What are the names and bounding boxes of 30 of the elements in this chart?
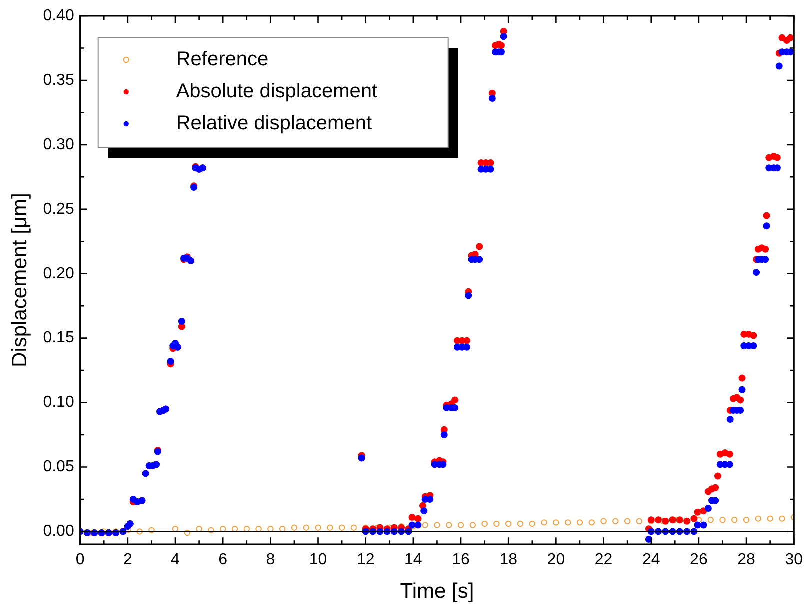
legend-label: Absolute displacement — [176, 80, 378, 103]
y-tick-label: 0.25 — [43, 200, 74, 218]
y-tick-label: 0.35 — [43, 72, 74, 89]
y-tick-label: 0.05 — [43, 458, 74, 476]
x-tick-label: 10 — [309, 552, 328, 569]
legend-label: Reference — [176, 48, 269, 71]
x-tick-label: 0 — [76, 552, 85, 569]
x-tick-label: 30 — [785, 552, 804, 569]
legend-label: Relative displacement — [176, 112, 372, 135]
x-tick-label: 26 — [690, 552, 708, 569]
x-tick-label: 4 — [171, 552, 180, 569]
x-tick-label: 14 — [404, 552, 422, 569]
x-tick-label: 12 — [356, 552, 375, 569]
y-tick-label: 0.10 — [43, 394, 74, 412]
y-tick-label: 0.30 — [43, 136, 74, 154]
x-tick-label: 28 — [738, 552, 756, 569]
y-tick-label: 0.15 — [43, 330, 74, 347]
x-tick-label: 18 — [500, 552, 518, 569]
x-axis-title: Time [s] — [400, 580, 474, 604]
x-tick-label: 22 — [594, 552, 613, 569]
x-tick-label: 16 — [452, 552, 470, 569]
x-tick-label: 24 — [642, 552, 660, 569]
y-tick-label: 0.20 — [43, 265, 74, 282]
x-tick-label: 20 — [547, 552, 566, 569]
x-tick-label: 2 — [123, 552, 132, 569]
x-tick-label: 6 — [218, 552, 228, 569]
y-tick-label: 0.40 — [43, 7, 74, 24]
y-tick-label: 0.00 — [43, 523, 74, 540]
x-tick-label: 8 — [266, 552, 276, 569]
y-axis-title: Displacement [μm] — [8, 193, 32, 368]
